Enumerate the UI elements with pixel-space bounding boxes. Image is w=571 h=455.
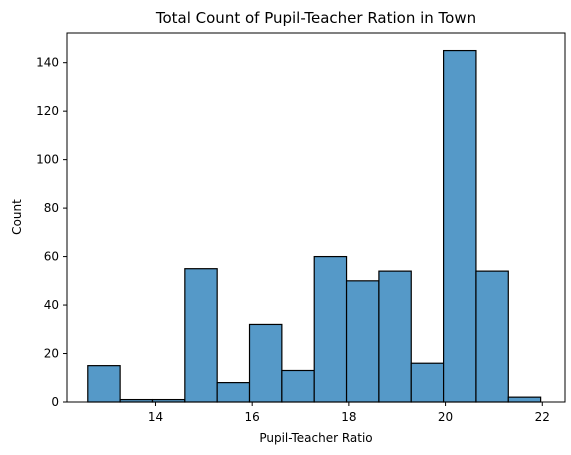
histogram-bar (184, 268, 218, 403)
histogram-bar (216, 382, 251, 403)
histogram-bar (345, 280, 380, 403)
plot-area-frame (66, 32, 566, 403)
histogram-bar (281, 369, 315, 403)
histogram-bar (248, 323, 283, 403)
y-tick-label: 60 (44, 250, 59, 264)
x-tick-label: 22 (535, 410, 550, 424)
histogram-bar (507, 396, 542, 403)
histogram-bar (442, 49, 477, 403)
chart-title: Total Count of Pupil-Teacher Ration in T… (155, 9, 476, 27)
y-tick-label: 120 (36, 104, 59, 118)
x-tick-label: 18 (341, 410, 356, 424)
bars-group (87, 49, 542, 403)
y-tick-label: 0 (51, 395, 59, 409)
y-axis-label: Count (10, 199, 24, 235)
y-tick-label: 140 (36, 56, 59, 70)
y-axis-ticks: 0 20 40 60 80 100 120 140 (36, 56, 67, 409)
y-tick-label: 100 (36, 153, 59, 167)
y-tick-label: 80 (44, 201, 59, 215)
x-tick-label: 14 (148, 410, 163, 424)
histogram-bar (410, 362, 445, 403)
y-tick-label: 20 (44, 347, 59, 361)
histogram-bar (475, 270, 509, 403)
x-tick-label: 16 (245, 410, 260, 424)
histogram-bar (87, 365, 121, 403)
histogram-bar (313, 255, 348, 403)
histogram-bar (378, 270, 412, 403)
y-tick-label: 40 (44, 298, 59, 312)
x-axis-ticks: 14 16 18 20 22 (148, 402, 550, 424)
x-tick-label: 20 (438, 410, 453, 424)
x-axis-label: Pupil-Teacher Ratio (259, 431, 372, 445)
